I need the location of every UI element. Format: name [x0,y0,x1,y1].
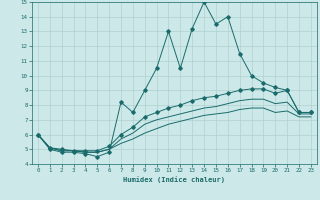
X-axis label: Humidex (Indice chaleur): Humidex (Indice chaleur) [124,176,225,183]
